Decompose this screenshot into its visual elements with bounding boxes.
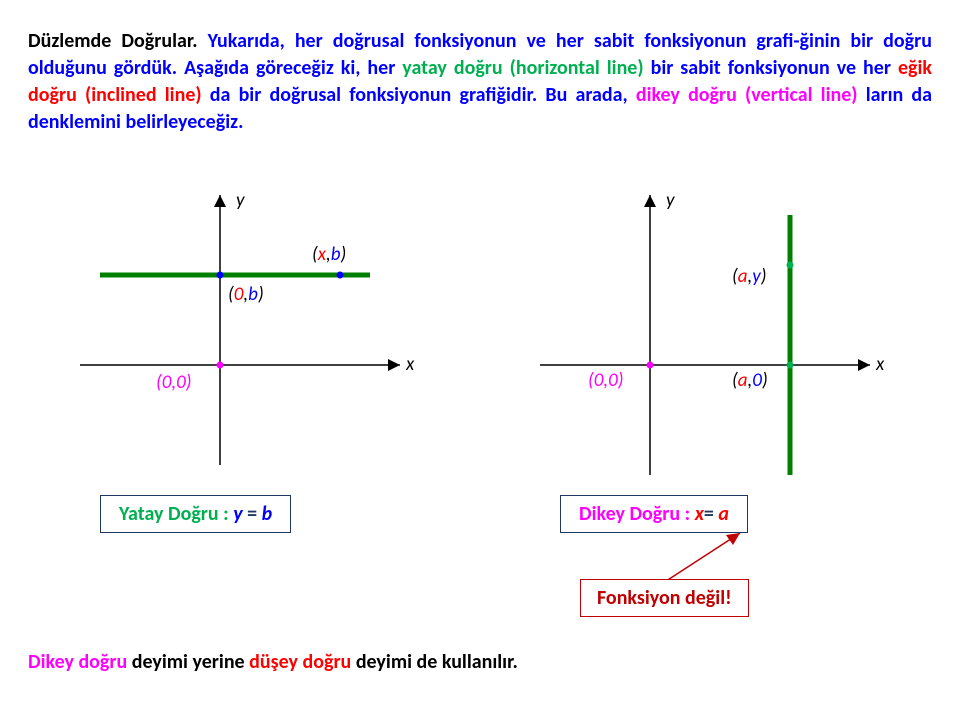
- para-seg-1: Düzlemde Doğrular.: [28, 29, 208, 53]
- left-caption-rhs: b: [262, 502, 273, 526]
- right-point-ay: (a,y): [732, 265, 767, 288]
- para-seg-6: da bir doğrusal fonksiyonun grafiğidir. …: [202, 83, 636, 107]
- right-x-axis-label: x: [876, 353, 884, 376]
- right-y-axis-label: y: [666, 189, 675, 212]
- para-seg-3: yatay doğru (horizontal line): [402, 56, 643, 80]
- right-plane-svg: [520, 165, 940, 505]
- right-caption-prefix: Dikey Doğru :: [579, 502, 695, 526]
- left-caption-eq: =: [243, 502, 262, 526]
- not-function-text: Fonksiyon değil!: [597, 586, 732, 610]
- left-plane-svg: [60, 165, 480, 505]
- left-y-axis-label: y: [236, 189, 245, 212]
- footer-seg-2: deyimi yerine: [132, 650, 249, 674]
- left-caption-prefix: Yatay Doğru :: [119, 502, 233, 526]
- right-panel: y x (a,y) (a,0) (0,0): [520, 165, 940, 505]
- right-origin-label: (0,0): [588, 369, 624, 392]
- footer-note: Dikey doğru deyimi yerine düşey doğru de…: [28, 650, 518, 674]
- left-caption-lhs: y: [233, 502, 242, 526]
- footer-seg-4: deyimi de kullanılır.: [356, 650, 518, 674]
- left-origin-label: (0,0): [156, 371, 192, 394]
- left-point-0b: (0,b): [228, 283, 264, 306]
- footer-seg-3: düşey doğru: [249, 650, 356, 674]
- left-x-axis-label: x: [406, 353, 414, 376]
- page: Düzlemde Doğrular. Yukarıda, her doğrusa…: [0, 0, 960, 720]
- right-point-a0: (a,0): [732, 369, 768, 392]
- para-seg-4: bir sabit fonksiyonun ve her: [644, 56, 898, 80]
- left-panel: y x (x,b) (0,b) (0,0): [60, 165, 480, 505]
- right-caption-rhs: a: [718, 502, 729, 526]
- left-point-xb: (x,b): [312, 243, 346, 266]
- right-caption-box: Dikey Doğru : x= a: [560, 495, 748, 533]
- not-function-box: Fonksiyon değil!: [580, 579, 749, 617]
- para-seg-7: dikey doğru (vertical line): [636, 83, 866, 107]
- intro-paragraph: Düzlemde Doğrular. Yukarıda, her doğrusa…: [28, 28, 932, 136]
- footer-seg-1: Dikey doğru: [28, 650, 132, 674]
- graphs-area: y x (x,b) (0,b) (0,0): [0, 165, 960, 585]
- right-caption-lhs: x: [695, 502, 704, 526]
- right-caption-eq: =: [704, 502, 718, 526]
- left-caption-box: Yatay Doğru : y = b: [100, 495, 291, 533]
